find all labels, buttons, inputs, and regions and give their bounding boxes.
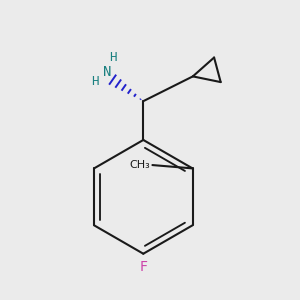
Text: N: N <box>103 65 111 80</box>
Text: H: H <box>92 75 99 88</box>
Text: F: F <box>139 260 147 274</box>
Text: CH₃: CH₃ <box>130 160 150 170</box>
Text: H: H <box>109 51 116 64</box>
